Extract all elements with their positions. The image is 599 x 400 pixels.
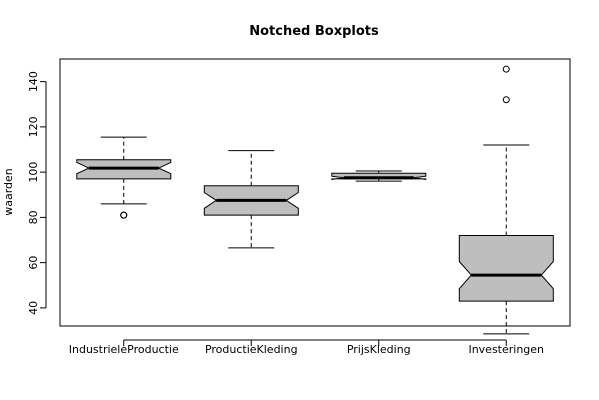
boxplot-series (76, 65, 554, 335)
x-axis: IndustrieleProductie ProductieKleding Prij… (69, 339, 544, 356)
y-tick-label-4: 120 (27, 116, 40, 137)
x-category-label-2: PrijsKleding (347, 343, 411, 356)
box-3 (458, 65, 554, 335)
x-category-label-0: IndustrieleProductie (69, 343, 179, 356)
y-tick-label-3: 100 (27, 162, 40, 183)
outlier-point-3-0 (502, 96, 510, 104)
box-1 (203, 150, 299, 249)
outlier-point-0-1 (120, 211, 128, 219)
y-axis: 40 60 80 100 120 140 (27, 71, 47, 315)
box-2 (331, 170, 427, 182)
plot-frame (59, 58, 571, 327)
y-tick-label-1: 60 (27, 256, 40, 270)
y-axis-label: waarden (2, 168, 15, 216)
y-tick-label-2: 80 (27, 210, 40, 224)
outlier-point-3-1 (502, 65, 510, 73)
notched-box-3 (458, 235, 554, 302)
chart-title: Notched Boxplots (249, 24, 379, 39)
y-tick-label-0: 40 (27, 301, 40, 315)
x-category-label-3: Investeringen (468, 343, 544, 356)
y-tick-label-5: 140 (27, 71, 40, 92)
x-category-label-1: ProductieKleding (205, 343, 298, 356)
box-0 (76, 136, 172, 219)
